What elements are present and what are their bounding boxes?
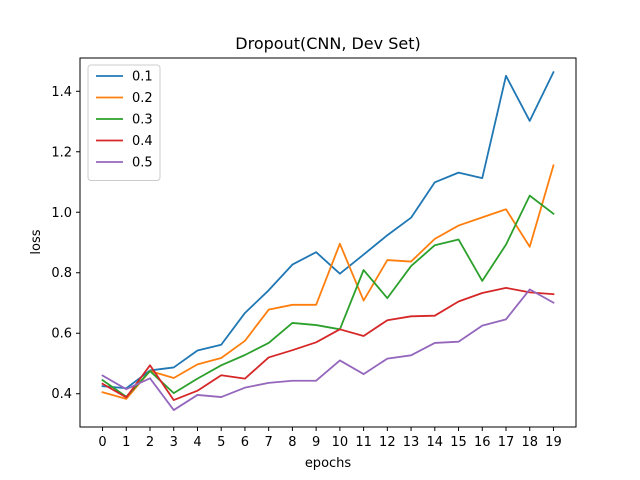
x-tick-label-2: 2: [146, 435, 154, 450]
y-tick-label-1: 0.6: [51, 327, 72, 342]
series-lines: [101, 71, 555, 411]
x-tick-label-6: 6: [241, 435, 249, 450]
y-tick-label-0: 0.4: [51, 387, 72, 402]
chart-title: Dropout(CNN, Dev Set): [235, 34, 420, 53]
y-tick-label-4: 1.2: [51, 145, 72, 160]
x-tick-label-17: 17: [498, 435, 515, 450]
y-tick-label-3: 1.0: [51, 206, 72, 221]
y-tick-label-5: 1.4: [51, 85, 72, 100]
x-tick-label-1: 1: [122, 435, 130, 450]
series-line-3: [101, 286, 555, 401]
y-tick-label-2: 0.8: [51, 266, 72, 281]
legend-label-0: 0.1: [132, 70, 153, 85]
plot-frame: [79, 57, 577, 428]
x-tick-label-7: 7: [265, 435, 273, 450]
series-line-2: [101, 194, 555, 398]
legend-label-1: 0.2: [132, 91, 153, 106]
x-tick-label-14: 14: [427, 435, 444, 450]
series-line-0: [101, 71, 555, 390]
legend: 0.1 0.2 0.3 0.4 0.5: [87, 64, 161, 181]
x-axis: 0 1 2 3 4 5 6 7 8 9 10 11 12 13 14 15 16 17 18 19: [98, 427, 562, 450]
x-tick-label-18: 18: [521, 435, 538, 450]
x-tick-label-10: 10: [332, 435, 349, 450]
legend-label-2: 0.3: [132, 113, 153, 128]
x-tick-label-5: 5: [217, 435, 225, 450]
legend-label-4: 0.5: [132, 156, 153, 171]
series-line-1: [101, 164, 555, 400]
y-axis-label: loss: [29, 229, 44, 254]
x-axis-label: epochs: [305, 456, 352, 471]
legend-label-3: 0.4: [132, 134, 153, 149]
x-tick-label-19: 19: [545, 435, 562, 450]
x-tick-label-12: 12: [379, 435, 396, 450]
x-tick-label-4: 4: [193, 435, 201, 450]
y-axis: 0.4 0.6 0.8 1.0 1.2 1.4: [51, 85, 80, 402]
legend-box: [87, 64, 161, 181]
series-line-4: [101, 288, 555, 411]
x-tick-label-11: 11: [355, 435, 372, 450]
x-tick-label-3: 3: [170, 435, 178, 450]
x-tick-label-0: 0: [98, 435, 106, 450]
x-tick-label-8: 8: [288, 435, 296, 450]
x-tick-label-13: 13: [403, 435, 420, 450]
x-tick-label-16: 16: [474, 435, 491, 450]
x-tick-label-9: 9: [312, 435, 320, 450]
x-tick-label-15: 15: [450, 435, 467, 450]
